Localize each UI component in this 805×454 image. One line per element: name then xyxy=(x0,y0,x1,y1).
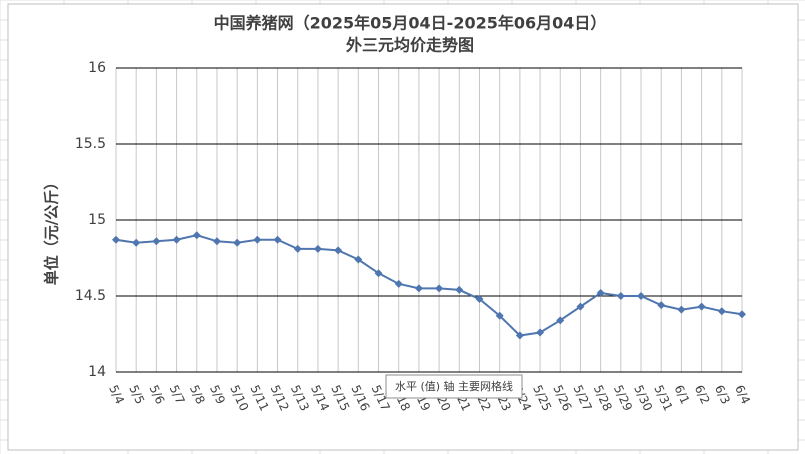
y-tick-label: 14.5 xyxy=(75,288,106,304)
marker xyxy=(374,269,383,278)
marker xyxy=(152,237,161,246)
plot: 5/4 5/5 5/6 5/7 5/8 5/9 5/105/115/125/135/145/… xyxy=(75,60,753,413)
chart-subtitle: 外三元均价走势图 xyxy=(345,36,474,55)
marker xyxy=(677,305,686,314)
marker xyxy=(192,231,201,240)
marker xyxy=(556,316,565,325)
marker xyxy=(657,301,666,310)
marker xyxy=(172,235,181,244)
marker xyxy=(293,244,302,253)
marker xyxy=(515,331,524,340)
marker xyxy=(132,238,141,247)
marker xyxy=(616,292,625,300)
marker xyxy=(475,295,484,304)
marker xyxy=(717,307,726,316)
marker xyxy=(435,284,444,293)
marker xyxy=(212,237,221,246)
marker xyxy=(313,244,322,253)
marker xyxy=(495,311,504,320)
marker xyxy=(697,302,706,311)
marker xyxy=(253,235,262,244)
marker xyxy=(394,279,403,288)
marker xyxy=(233,238,242,247)
marker xyxy=(536,328,545,337)
tooltip-box xyxy=(385,374,523,399)
y-tick-label: 15 xyxy=(88,212,106,228)
marker xyxy=(576,302,585,311)
marker xyxy=(334,246,343,255)
marker xyxy=(596,288,605,297)
tooltip: 水平 (值) 轴 主要网格线 xyxy=(395,379,513,393)
y-tick-label: 14 xyxy=(88,364,106,380)
y-tick-label: 15.5 xyxy=(75,136,106,152)
y-tick-label: 16 xyxy=(88,60,106,76)
y-axis-label: 单位（元/公斤） xyxy=(43,175,61,285)
marker xyxy=(738,310,746,319)
marker xyxy=(637,292,646,300)
marker xyxy=(455,285,464,294)
marker xyxy=(112,235,120,244)
marker xyxy=(354,255,363,264)
marker xyxy=(273,235,282,244)
chart-title: 中国养猪网（2025年05月04日-2025年06月04日） xyxy=(214,14,607,33)
marker xyxy=(414,284,423,293)
